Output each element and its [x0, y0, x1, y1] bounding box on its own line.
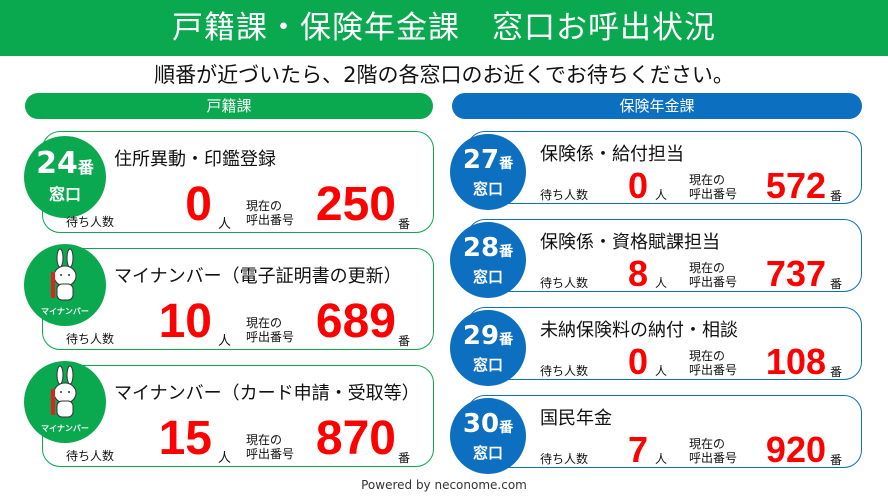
- service-title: 国民年金: [540, 408, 612, 429]
- current-label-line2: 呼出番号: [689, 187, 738, 201]
- section-header-koseki: 戸籍課: [25, 93, 433, 119]
- number-unit: 番: [830, 453, 843, 467]
- service-title: マイナンバー（カード申請・受取等）: [114, 383, 420, 404]
- waiting-count: 15: [158, 412, 212, 465]
- service-title: 保険係・給付担当: [540, 144, 684, 165]
- number-unit: 番: [830, 277, 843, 291]
- window-number: 30: [462, 409, 500, 439]
- service-title: 未納保険料の納付・相談: [540, 320, 738, 341]
- window-number: 27: [462, 145, 500, 175]
- window-badge: 28番 窓口: [450, 222, 526, 298]
- current-label-line2: 呼出番号: [689, 363, 738, 377]
- waiting-count: 0: [627, 165, 648, 206]
- mynumber-mascot-icon: マイナンバー: [24, 244, 106, 326]
- number-unit: 番: [398, 334, 411, 348]
- current-label-line2: 呼出番号: [246, 213, 295, 227]
- waiting-count: 0: [185, 178, 212, 231]
- current-label-line1: 現在の: [246, 316, 283, 330]
- mascot-label: マイナンバー: [41, 424, 89, 433]
- window-label: 窓口: [472, 356, 503, 374]
- window-badge: 24番 窓口: [24, 136, 106, 218]
- current-label: 現在の 呼出番号: [689, 349, 737, 377]
- current-number: 870: [315, 412, 396, 465]
- person-unit: 人: [655, 364, 668, 378]
- service-title: 住所異動・印鑑登録: [114, 149, 276, 170]
- waiting-count: 7: [627, 429, 648, 470]
- window-badge: 30番 窓口: [450, 398, 526, 474]
- ban-label: 番: [499, 420, 514, 436]
- current-label-line1: 現在の: [689, 437, 726, 451]
- waiting-label: 待ち人数: [540, 452, 589, 466]
- current-label-line1: 現在の: [689, 261, 726, 275]
- instruction-text: 順番が近づいたら、2階の各窓口のお近くでお待ちください。: [154, 63, 734, 87]
- service-title: マイナンバー（電子証明書の更新）: [114, 266, 402, 287]
- ban-label: 番: [499, 156, 514, 172]
- service-title: 保険係・資格賦課担当: [540, 232, 720, 253]
- current-label-line2: 呼出番号: [246, 447, 295, 461]
- current-label: 現在の 呼出番号: [689, 261, 737, 289]
- person-unit: 人: [655, 188, 668, 202]
- waiting-label: 待ち人数: [540, 276, 589, 290]
- waiting-label: 待ち人数: [66, 449, 115, 463]
- section-header-hoken: 保険年金課: [452, 93, 862, 119]
- number-unit: 番: [398, 451, 411, 465]
- waiting-label: 待ち人数: [66, 215, 115, 229]
- number-unit: 番: [398, 217, 411, 231]
- waiting-count: 10: [158, 295, 212, 348]
- waiting-label: 待ち人数: [540, 188, 589, 202]
- current-number: 737: [765, 253, 826, 294]
- window-number: 28: [462, 233, 500, 263]
- window-badge: 29番 窓口: [450, 310, 526, 386]
- current-label-line1: 現在の: [689, 173, 726, 187]
- current-label-line2: 呼出番号: [689, 451, 738, 465]
- window-label: 窓口: [472, 268, 503, 286]
- current-number: 689: [315, 295, 396, 348]
- current-number: 920: [765, 429, 826, 470]
- footer-credit: Powered by neconome.com: [361, 478, 527, 492]
- waiting-label: 待ち人数: [66, 332, 115, 346]
- waiting-label: 待ち人数: [540, 364, 589, 378]
- waiting-count: 8: [627, 253, 648, 294]
- window-badge: 27番 窓口: [450, 134, 526, 210]
- window-label: 窓口: [48, 185, 81, 204]
- current-number: 250: [315, 178, 396, 231]
- current-label-line1: 現在の: [689, 349, 726, 363]
- current-label: 現在の 呼出番号: [246, 316, 294, 344]
- mynumber-mascot-icon: マイナンバー: [24, 361, 106, 443]
- person-unit: 人: [218, 334, 232, 349]
- window-label: 窓口: [472, 444, 503, 462]
- page-title: 戸籍課・保険年金課 窓口お呼出状況: [0, 0, 888, 56]
- current-number: 572: [765, 165, 826, 206]
- current-label-line1: 現在の: [246, 433, 283, 447]
- person-unit: 人: [655, 276, 668, 290]
- mascot-label: マイナンバー: [41, 307, 89, 316]
- number-unit: 番: [830, 365, 843, 379]
- window-number: 24: [36, 146, 78, 181]
- ban-label: 番: [499, 332, 514, 348]
- person-unit: 人: [655, 452, 668, 466]
- current-label: 現在の 呼出番号: [246, 199, 294, 227]
- person-unit: 人: [218, 451, 232, 466]
- person-unit: 人: [218, 217, 232, 232]
- waiting-count: 0: [627, 341, 648, 382]
- current-label: 現在の 呼出番号: [246, 433, 294, 461]
- current-label: 現在の 呼出番号: [689, 437, 737, 465]
- window-number: 29: [462, 321, 500, 351]
- ban-label: 番: [499, 244, 514, 260]
- current-label: 現在の 呼出番号: [689, 173, 737, 201]
- current-number: 108: [765, 341, 826, 382]
- number-unit: 番: [830, 189, 843, 203]
- ban-label: 番: [77, 158, 94, 177]
- window-label: 窓口: [472, 180, 503, 198]
- current-label-line2: 呼出番号: [689, 275, 738, 289]
- current-label-line2: 呼出番号: [246, 330, 295, 344]
- current-label-line1: 現在の: [246, 199, 283, 213]
